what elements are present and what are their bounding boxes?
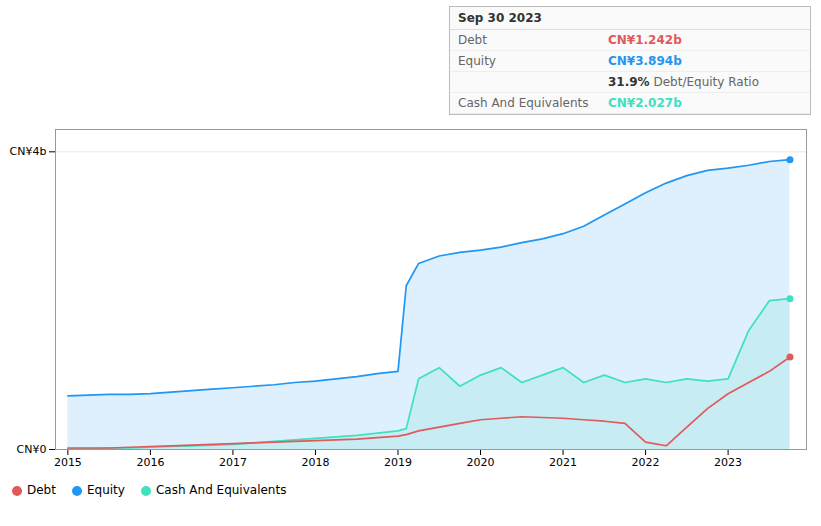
html-text:Cash And Equivalents: Cash And Equivalents: [458, 96, 589, 110]
html-text:CN¥1.242b: CN¥1.242b: [608, 33, 682, 47]
svg-text:2016: 2016: [136, 456, 164, 469]
html-text:Debt: Debt: [458, 33, 487, 47]
html-text:Sep 30 2023: Sep 30 2023: [458, 11, 542, 25]
svg-text:CN¥0: CN¥0: [17, 443, 47, 456]
svg-text:2021: 2021: [549, 456, 577, 469]
svg-text:2020: 2020: [467, 456, 495, 469]
svg-text:2023: 2023: [714, 456, 742, 469]
html-text:Debt: Debt: [27, 483, 56, 497]
html-text:CN¥3.894b: CN¥3.894b: [608, 54, 682, 68]
html-text:CN¥2.027b: CN¥2.027b: [608, 96, 682, 110]
html-text:Equity: Equity: [458, 54, 496, 68]
html-text:Cash And Equivalents: Cash And Equivalents: [155, 483, 287, 497]
svg-text:CN¥4b: CN¥4b: [10, 145, 47, 158]
html-text:Equity: Equity: [87, 483, 125, 497]
svg-text:2019: 2019: [384, 456, 412, 469]
svg-text:2015: 2015: [54, 456, 82, 469]
html-text:31.9% Debt/Equity Ratio: 31.9% Debt/Equity Ratio: [608, 75, 759, 89]
svg-text:2017: 2017: [219, 456, 247, 469]
svg-text:2018: 2018: [301, 456, 329, 469]
svg-text:2022: 2022: [632, 456, 660, 469]
